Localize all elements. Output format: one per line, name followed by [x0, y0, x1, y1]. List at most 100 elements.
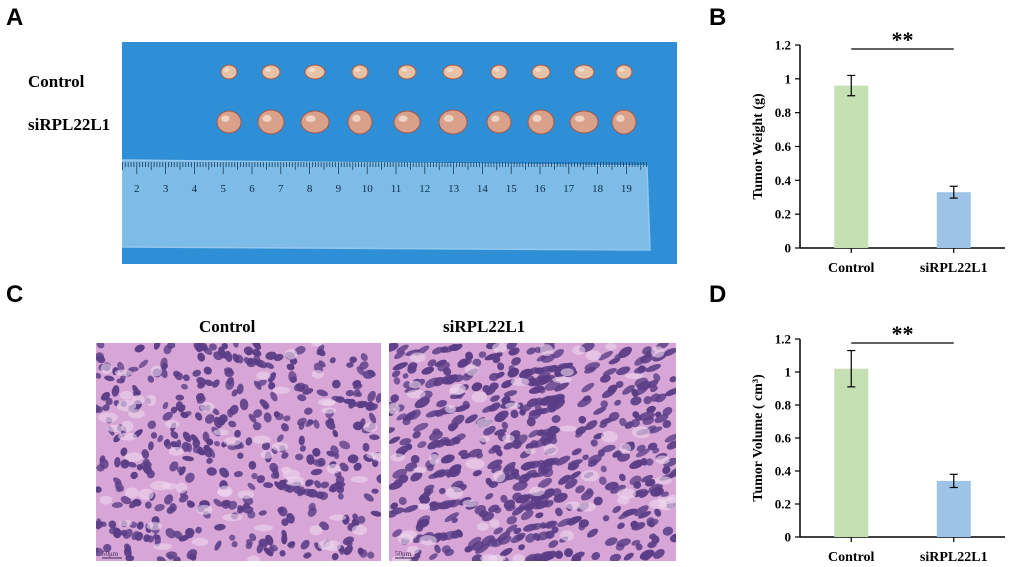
tumor	[300, 110, 330, 134]
tumor	[397, 64, 417, 80]
nucleus	[120, 447, 128, 457]
nucleus	[357, 515, 366, 524]
nucleus	[170, 406, 178, 414]
nucleus	[274, 481, 284, 491]
nucleus	[503, 461, 516, 472]
nucleus	[638, 511, 652, 519]
cytoplasm-clear-area	[247, 555, 260, 561]
cytoplasm-clear-area	[419, 535, 437, 546]
panel-c-letter: C	[6, 281, 24, 308]
nucleus	[490, 395, 500, 402]
cytoplasm-clear-area	[543, 443, 558, 456]
cytoplasm-clear-area	[363, 422, 378, 433]
nucleus	[182, 455, 194, 462]
nucleus	[601, 444, 616, 453]
nucleus	[654, 414, 669, 424]
cytoplasm-clear-area	[529, 486, 545, 497]
nucleus	[417, 441, 427, 448]
cytoplasm-clear-area	[552, 376, 572, 384]
cytoplasm-clear-area	[390, 453, 406, 462]
cytoplasm-clear-area	[256, 371, 271, 381]
ruler-number: 10	[362, 183, 374, 195]
cytoplasm-clear-area	[119, 391, 133, 400]
nucleus	[312, 447, 321, 457]
nucleus	[571, 551, 585, 560]
nucleus	[96, 343, 105, 349]
nucleus	[203, 366, 212, 375]
nucleus	[286, 363, 295, 371]
cytoplasm-clear-area	[565, 501, 581, 510]
cytoplasm-clear-area	[540, 344, 554, 357]
nucleus	[268, 382, 276, 390]
tumor-highlight	[443, 114, 454, 122]
nucleus	[343, 545, 353, 556]
nucleus	[488, 481, 499, 488]
nucleus	[591, 552, 601, 561]
nucleus	[248, 460, 257, 470]
nucleus	[646, 379, 659, 389]
nucleus	[396, 413, 407, 421]
nucleus	[389, 343, 399, 352]
nucleus	[157, 434, 164, 443]
cytoplasm-clear-area	[559, 530, 574, 541]
nucleus	[503, 442, 515, 450]
cytoplasm-clear-area	[213, 429, 229, 436]
nucleus	[251, 472, 258, 480]
tumor-highlight	[491, 115, 500, 122]
nucleus	[653, 549, 665, 559]
nucleus	[614, 399, 622, 406]
nucleus	[405, 443, 413, 451]
nucleus	[345, 389, 355, 397]
nucleus	[219, 414, 228, 423]
nucleus	[178, 534, 190, 542]
nucleus	[234, 429, 241, 438]
cytoplasm-clear-area	[223, 437, 241, 446]
nucleus	[578, 519, 589, 528]
nucleus	[293, 486, 302, 494]
nucleus	[638, 411, 655, 421]
tumor	[347, 109, 373, 135]
nucleus	[221, 352, 228, 359]
nucleus	[513, 527, 522, 535]
tumor-highlight	[265, 67, 272, 72]
nucleus	[232, 343, 239, 348]
nucleus	[156, 556, 167, 561]
cytoplasm-clear-area	[480, 554, 498, 561]
nucleus	[331, 379, 341, 389]
cytoplasm-clear-area	[510, 377, 530, 387]
nucleus	[186, 527, 195, 536]
nucleus	[512, 481, 528, 491]
nucleus	[283, 415, 291, 422]
cytoplasm-clear-area	[116, 399, 137, 412]
nucleus	[531, 523, 542, 531]
nucleus	[439, 487, 446, 495]
nucleus	[581, 382, 595, 393]
y-axis-title: Tumor Volume ( cm³)	[751, 374, 766, 502]
nucleus	[305, 419, 314, 427]
nucleus	[526, 555, 537, 561]
ruler-number: 15	[506, 183, 518, 195]
nucleus	[153, 343, 161, 350]
nucleus	[410, 454, 420, 464]
nucleus	[540, 407, 552, 415]
nucleus	[264, 534, 274, 546]
nucleus	[487, 459, 503, 470]
nucleus	[183, 411, 192, 417]
nucleus	[214, 540, 222, 551]
nucleus	[525, 533, 536, 543]
nucleus	[236, 383, 244, 395]
nucleus	[352, 513, 358, 520]
nucleus	[405, 349, 421, 357]
nucleus	[512, 492, 522, 501]
nucleus	[190, 434, 199, 443]
nucleus	[518, 500, 533, 511]
nucleus	[497, 362, 505, 371]
nucleus	[237, 505, 244, 511]
nucleus	[600, 400, 609, 408]
nucleus	[111, 385, 120, 397]
nucleus	[600, 465, 607, 473]
cytoplasm-clear-area	[118, 432, 137, 441]
cytoplasm-clear-area	[322, 400, 335, 407]
cytoplasm-clear-area	[462, 499, 478, 508]
nucleus	[227, 500, 238, 510]
